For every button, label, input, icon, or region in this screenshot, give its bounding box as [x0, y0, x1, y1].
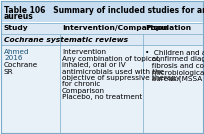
Text: aureus (MSSA stra: aureus (MSSA stra: [145, 76, 204, 83]
Text: confirmed diagnosis: confirmed diagnosis: [145, 57, 204, 62]
Text: Population: Population: [145, 25, 191, 31]
FancyBboxPatch shape: [1, 46, 203, 133]
Text: 2016: 2016: [4, 55, 22, 62]
Text: Study: Study: [4, 25, 29, 31]
FancyBboxPatch shape: [1, 1, 203, 133]
Text: inhaled, oral or IV: inhaled, oral or IV: [62, 62, 126, 68]
Text: Cochrane systematic reviews: Cochrane systematic reviews: [4, 36, 128, 43]
Text: for chronic: for chronic: [62, 81, 100, 88]
FancyBboxPatch shape: [1, 23, 203, 35]
Text: Cochrane: Cochrane: [4, 62, 38, 68]
FancyBboxPatch shape: [1, 35, 203, 46]
Text: Placebo, no treatment: Placebo, no treatment: [62, 94, 142, 100]
Text: Intervention: Intervention: [62, 49, 106, 55]
Text: Ahmed: Ahmed: [4, 49, 30, 55]
Text: microbiological evi: microbiological evi: [145, 70, 204, 75]
Text: •  Children and adults: • Children and adults: [145, 50, 204, 56]
Text: Intervention/Comparison: Intervention/Comparison: [62, 25, 168, 31]
Text: aureus: aureus: [4, 12, 34, 21]
Text: fibrosis and confirm: fibrosis and confirm: [145, 63, 204, 69]
Text: Any combination of topical,: Any combination of topical,: [62, 55, 161, 62]
Text: Table 106   Summary of included studies for antimicrobials: Table 106 Summary of included studies fo…: [4, 6, 204, 15]
Text: antimicrobials used with the: antimicrobials used with the: [62, 68, 164, 75]
FancyBboxPatch shape: [1, 1, 203, 22]
Text: Comparison: Comparison: [62, 88, 105, 94]
Text: objective of suppressive therapy: objective of suppressive therapy: [62, 75, 180, 81]
Text: SR: SR: [4, 68, 14, 75]
